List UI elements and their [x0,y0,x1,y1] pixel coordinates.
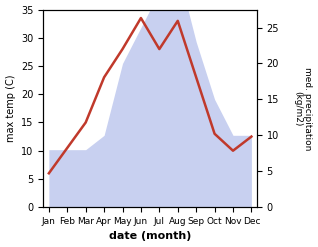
Y-axis label: med. precipitation
(kg/m2): med. precipitation (kg/m2) [293,67,313,150]
Y-axis label: max temp (C): max temp (C) [5,75,16,142]
X-axis label: date (month): date (month) [109,231,191,242]
